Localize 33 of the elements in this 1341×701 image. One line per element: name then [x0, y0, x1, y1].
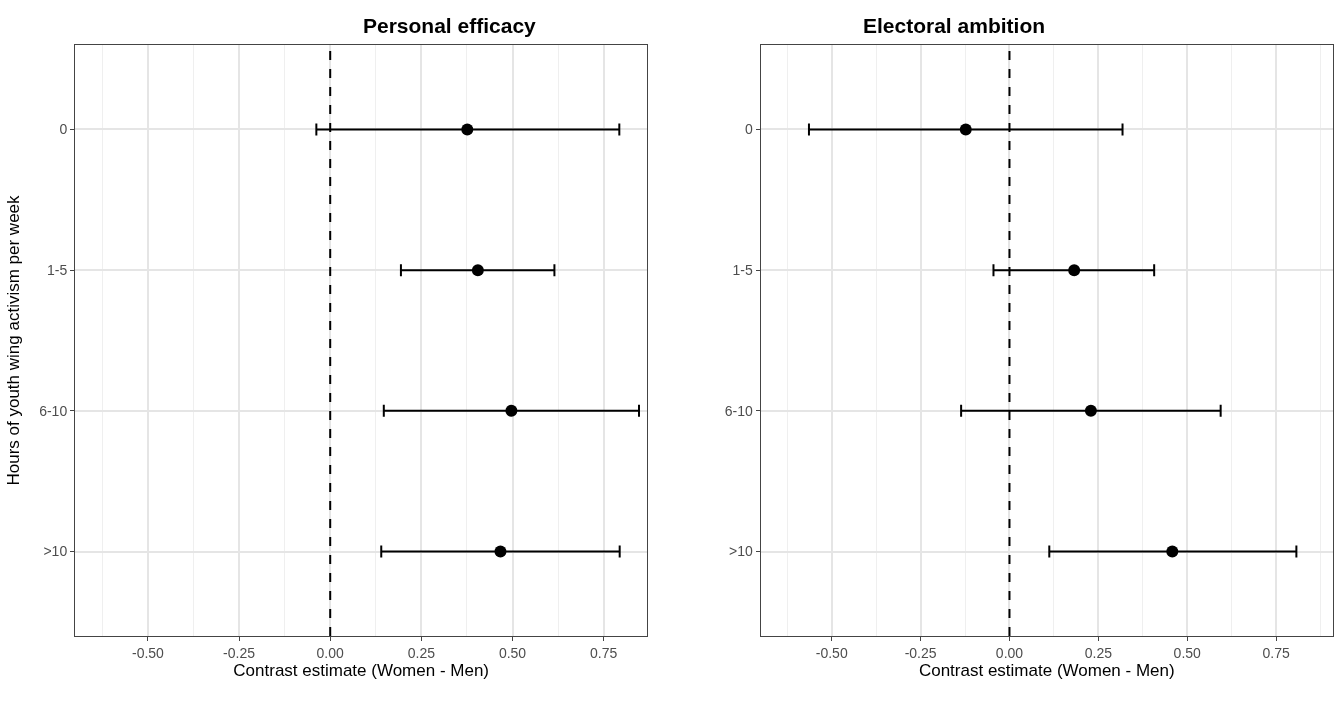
x-tick-label: 0.25	[1084, 644, 1113, 661]
x-tick-label: -0.50	[815, 644, 848, 661]
y-axis-title: Hours of youth wing activism per week	[3, 194, 23, 486]
x-tick-label: 0.50	[498, 644, 527, 661]
x-tick-label: -0.25	[223, 644, 256, 661]
y-tick-label: >10	[43, 543, 68, 560]
x-tick-label: -0.50	[131, 644, 165, 661]
x-tick-label: 0.00	[316, 644, 345, 661]
y-tick-label: 0	[59, 121, 68, 138]
x-axis-title: Contrast estimate (Women - Men)	[233, 661, 490, 681]
y-tick-label: 6-10	[724, 402, 754, 419]
x-tick-label: 0.75	[1262, 644, 1290, 661]
x-axis-title: Contrast estimate (Women - Men)	[918, 661, 1175, 681]
point	[959, 123, 972, 136]
point	[505, 404, 518, 417]
x-tick-label: 0.00	[995, 644, 1024, 661]
x-tick-label: 0.50	[1173, 644, 1202, 661]
point	[1084, 404, 1097, 417]
y-tick-label: 6-10	[39, 402, 68, 419]
chart-title: Personal efficacy	[363, 14, 537, 37]
y-tick-label: 1-5	[732, 262, 754, 279]
point	[1166, 545, 1179, 558]
y-tick-label: 1-5	[46, 262, 68, 279]
point	[471, 264, 484, 277]
y-tick-label: >10	[729, 543, 754, 560]
chart-title: Electoral ambition	[863, 14, 1046, 37]
y-tick-label: 0	[745, 121, 754, 138]
x-tick-label: 0.75	[590, 644, 618, 661]
point	[461, 123, 474, 136]
point	[494, 545, 507, 558]
point	[1068, 264, 1081, 277]
x-tick-label: 0.25	[407, 644, 436, 661]
x-tick-label: -0.25	[904, 644, 937, 661]
